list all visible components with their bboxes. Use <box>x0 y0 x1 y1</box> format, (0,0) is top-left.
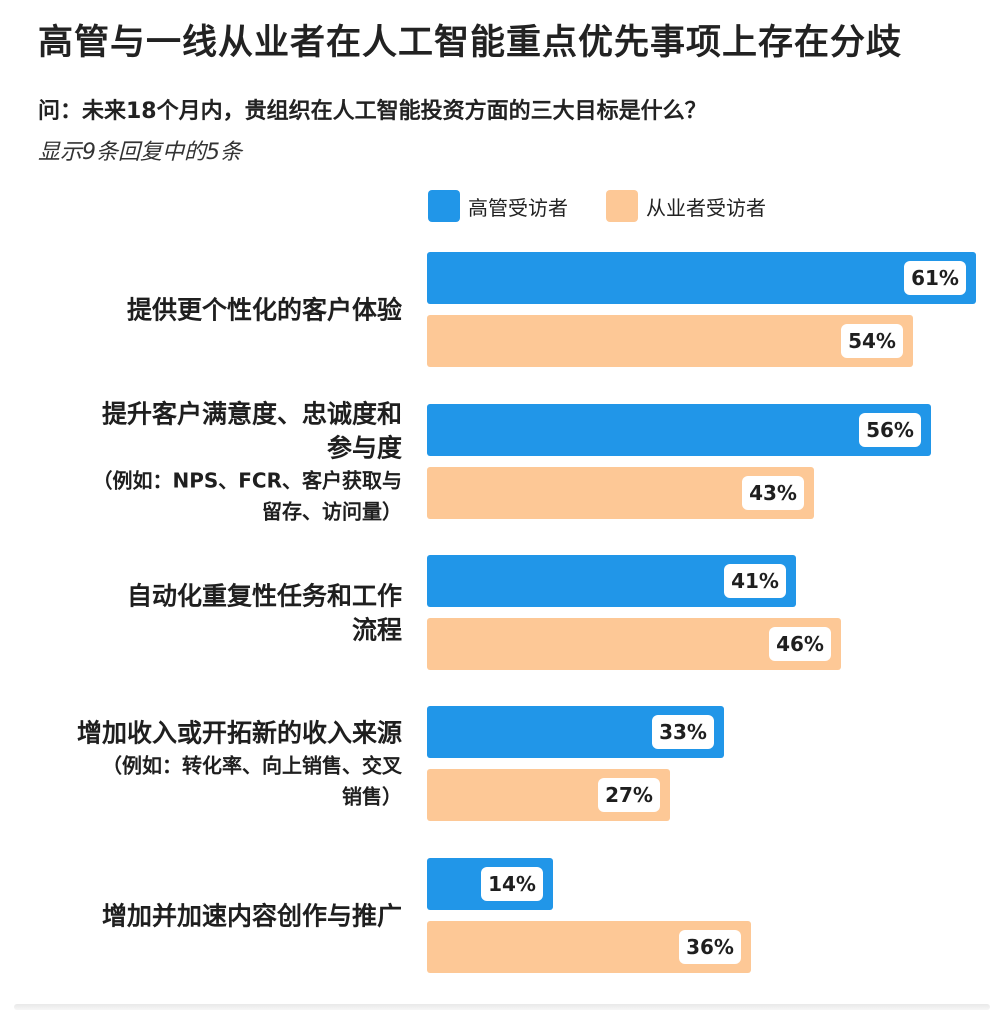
bar-practitioners-3 <box>427 618 841 670</box>
legend-label-executives: 高管受访者 <box>468 195 568 220</box>
data-label-box-executives-3 <box>724 564 786 598</box>
bar-executives-3 <box>427 555 796 607</box>
category-label-5-line-1: 增加并加速内容创作与推广 <box>102 902 402 931</box>
bar-executives-2 <box>427 404 931 456</box>
chart-title: 高管与一线从业者在人工智能重点优先事项上存在分歧 <box>38 23 903 63</box>
category-note-4-line-2: 销售） <box>342 785 402 809</box>
category-label-3-line-2: 流程 <box>352 616 402 645</box>
category-note-2-line-2: 留存、访问量） <box>262 500 402 524</box>
data-label-box-practitioners-4 <box>598 778 660 812</box>
legend-item-practitioners: 从业者受访者 <box>606 190 766 222</box>
bar-practitioners-5 <box>427 921 751 973</box>
chart-subtitle: 显示9条回复中的5条 <box>38 140 242 165</box>
data-label-box-executives-5 <box>481 867 543 901</box>
data-label-executives-4: 33% <box>659 720 707 744</box>
data-label-box-executives-2 <box>859 413 921 447</box>
data-label-practitioners-4: 27% <box>605 783 653 807</box>
category-label-3-line-1: 自动化重复性任务和工作 <box>127 582 402 611</box>
data-label-practitioners-3: 46% <box>776 632 824 656</box>
bar-executives-1 <box>427 252 976 304</box>
data-label-box-executives-1 <box>904 261 966 295</box>
category-label-1-line-1: 提供更个性化的客户体验 <box>127 296 402 325</box>
data-label-box-practitioners-5 <box>679 930 741 964</box>
data-label-executives-1: 61% <box>911 266 959 290</box>
data-label-box-practitioners-2 <box>742 476 804 510</box>
card-bottom-edge <box>14 1004 990 1010</box>
category-label-4-line-1: 增加收入或开拓新的收入来源 <box>77 719 402 748</box>
data-label-practitioners-1: 54% <box>848 329 896 353</box>
data-label-executives-5: 14% <box>488 872 536 896</box>
legend-swatch-practitioners <box>606 190 638 222</box>
bar-executives-4 <box>427 706 724 758</box>
data-label-box-practitioners-1 <box>841 324 903 358</box>
survey-question: 问：未来18个月内，贵组织在人工智能投资方面的三大目标是什么？ <box>38 99 707 124</box>
bar-practitioners-2 <box>427 467 814 519</box>
data-label-practitioners-5: 36% <box>686 935 734 959</box>
data-label-executives-3: 41% <box>731 569 779 593</box>
legend-swatch-executives <box>428 190 460 222</box>
bar-practitioners-1 <box>427 315 913 367</box>
legend-label-practitioners: 从业者受访者 <box>646 195 766 220</box>
category-label-2-line-2: 参与度 <box>327 434 402 463</box>
data-label-executives-2: 56% <box>866 418 914 442</box>
legend: 高管受访者 从业者受访者 <box>428 190 804 222</box>
legend-item-executives: 高管受访者 <box>428 190 568 222</box>
data-label-box-practitioners-3 <box>769 627 831 661</box>
category-label-2-line-1: 提升客户满意度、忠诚度和 <box>102 400 402 429</box>
category-note-4-line-1: （例如：转化率、向上销售、交叉 <box>102 754 403 778</box>
data-label-box-executives-4 <box>652 715 714 749</box>
category-note-2-line-1: （例如：NPS、FCR、客户获取与 <box>92 469 402 493</box>
data-label-practitioners-2: 43% <box>749 481 797 505</box>
